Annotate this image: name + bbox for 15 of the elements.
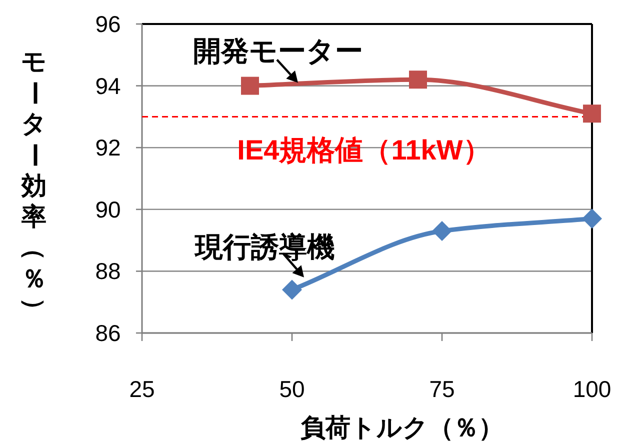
x-tick-label: 100 xyxy=(572,376,612,402)
x-tick-label: 75 xyxy=(429,376,455,402)
x-axis-title: 負荷トルク（％） xyxy=(300,414,504,442)
x-tick-label: 25 xyxy=(129,376,155,402)
annotation: 開発モーター xyxy=(193,36,363,67)
y-tick-label: 92 xyxy=(95,134,121,161)
ylabel: モーター効率（％） xyxy=(20,48,48,322)
y-tick-label: 94 xyxy=(95,72,121,99)
x-tick-label: 50 xyxy=(279,376,305,402)
y-tick-label: 86 xyxy=(95,320,121,346)
y-tick-label: 96 xyxy=(95,11,121,37)
annotation: 現行誘導機 xyxy=(194,231,335,262)
ref-line-label: IE4規格値（11kW） xyxy=(237,134,491,166)
y-tick-label: 88 xyxy=(95,258,121,284)
y-tick-label: 90 xyxy=(95,196,121,222)
